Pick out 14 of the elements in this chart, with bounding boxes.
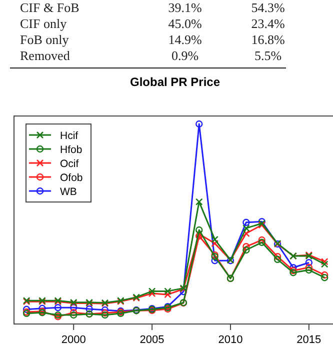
- legend-label: WB: [60, 186, 77, 198]
- text: CIF only 45.0% 23.4%: [20, 16, 285, 31]
- x-tick-label: 2005: [140, 334, 164, 346]
- legend-label: Ocif: [60, 158, 79, 170]
- legend-label: Hfob: [60, 144, 82, 156]
- legend-label: Ofob: [60, 172, 83, 184]
- text: CIF & FoB 39.1% 54.3%: [20, 0, 285, 15]
- x-tick-label: 2015: [296, 334, 322, 346]
- legend-label: Hcif: [60, 130, 78, 142]
- text: FoB only 14.9% 16.8%: [20, 32, 285, 47]
- x-tick-label: 2010: [218, 334, 243, 346]
- x-tick-label: 2000: [61, 334, 86, 346]
- chart-title: Global PR Price: [130, 75, 220, 89]
- text: Removed 0.9% 5.5%: [20, 48, 282, 63]
